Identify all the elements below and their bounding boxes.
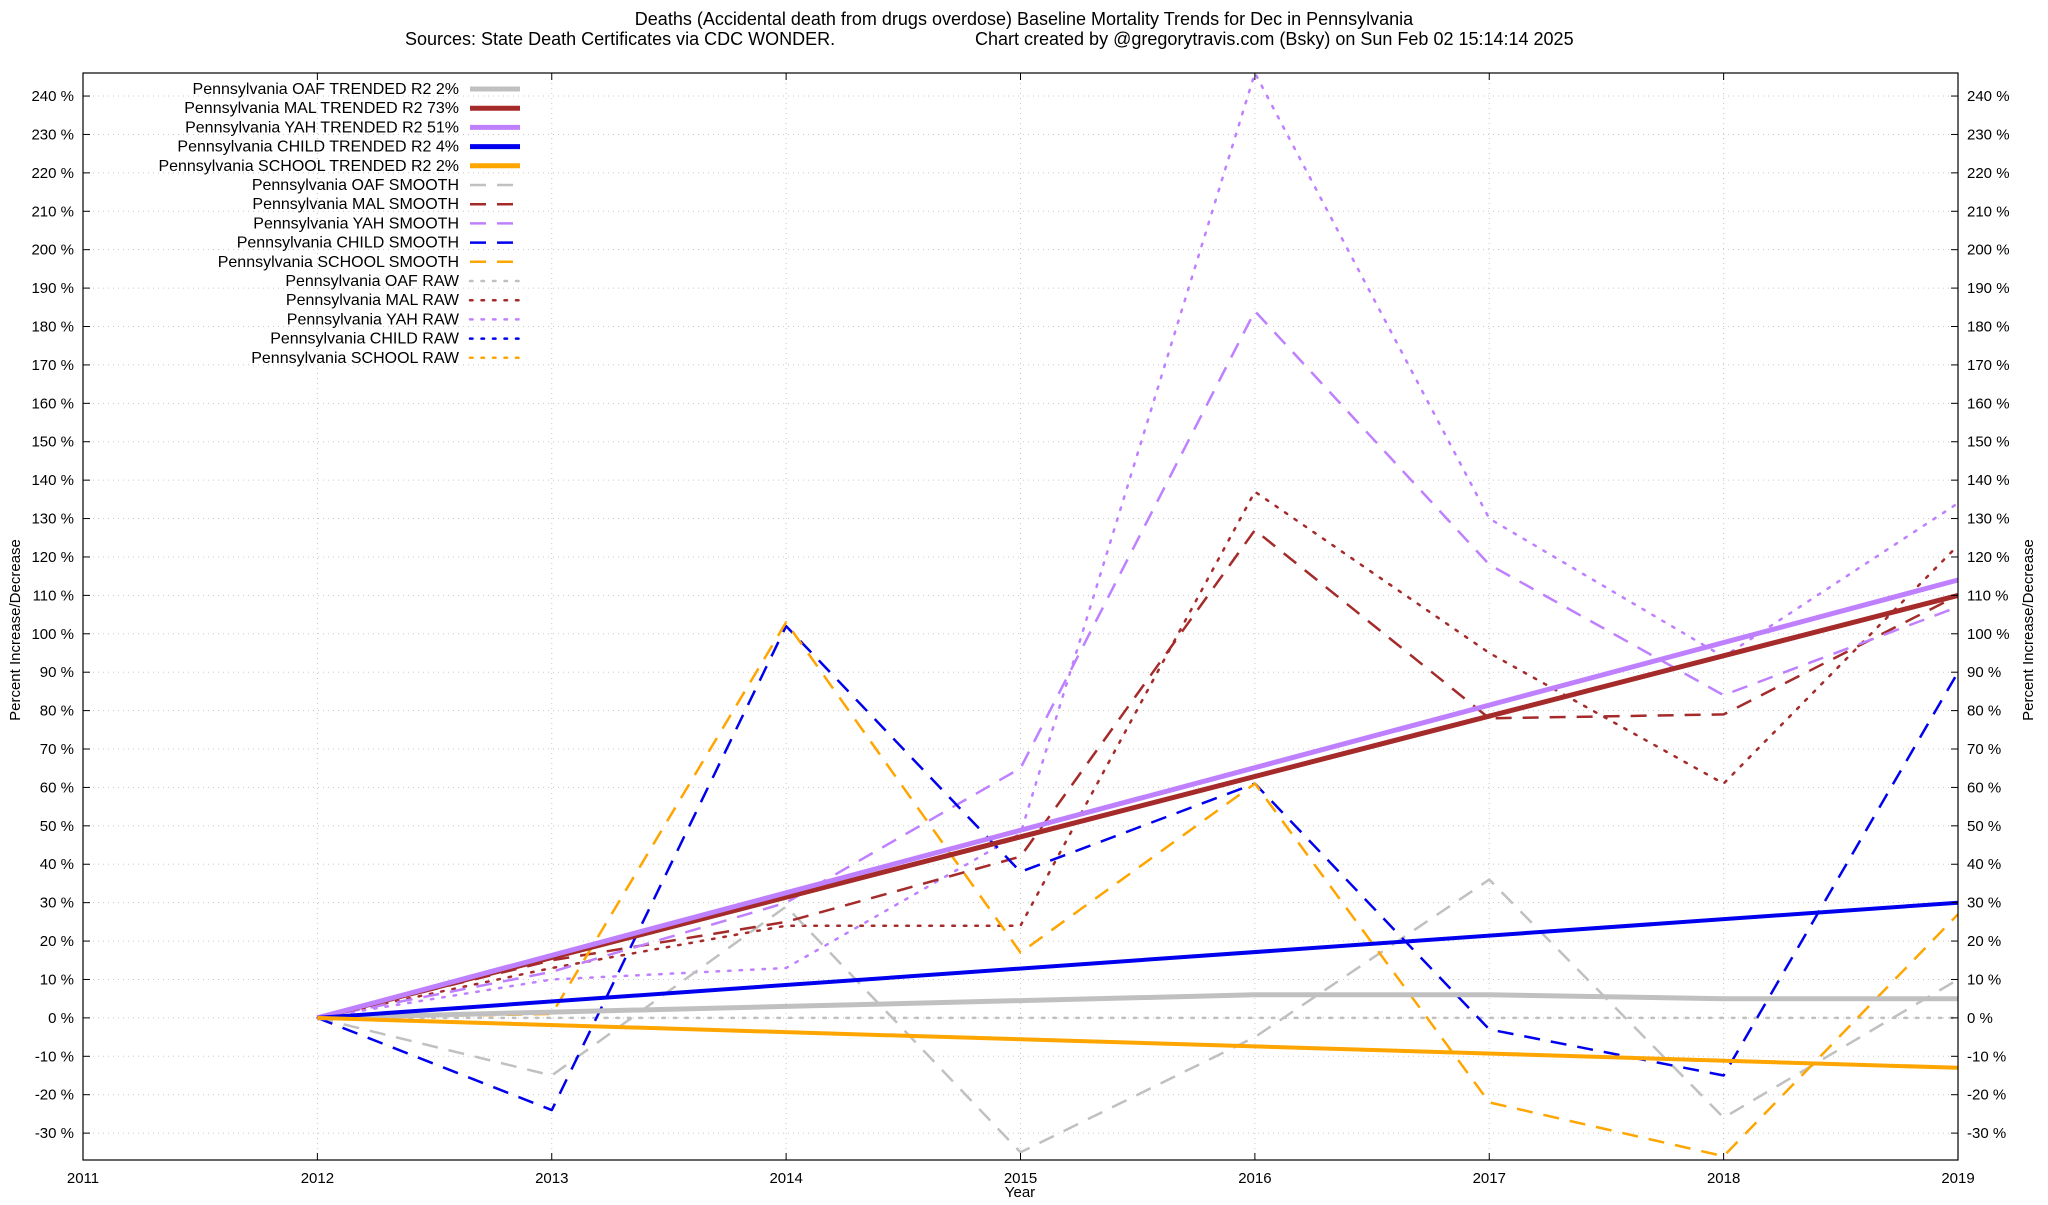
y-tick-label-right: 10 %	[1967, 971, 2001, 988]
legend-entry-label: Pennsylvania OAF TRENDED R2 2%	[193, 81, 459, 98]
y-tick-label-left: 240 %	[31, 88, 74, 105]
y-tick-label-left: 120 %	[31, 549, 74, 566]
chart-title: Deaths (Accidental death from drugs over…	[635, 9, 1414, 29]
y-tick-label-left: 20 %	[40, 933, 74, 950]
legend-entry-label: Pennsylvania MAL SMOOTH	[252, 196, 459, 213]
y-tick-label-right: 170 %	[1967, 357, 2010, 374]
series-line-11	[317, 492, 1958, 1018]
y-tick-label-right: 110 %	[1967, 587, 2008, 604]
y-axis-label-left: Percent Increase/Decrease	[7, 539, 24, 721]
y-tick-label-left: 80 %	[40, 703, 74, 720]
series-line-6	[317, 530, 1958, 1018]
y-tick-label-right: 140 %	[1967, 472, 2010, 489]
y-tick-label-right: 240 %	[1967, 88, 2010, 105]
y-tick-label-left: 70 %	[40, 741, 74, 758]
y-tick-label-left: 100 %	[31, 626, 74, 643]
y-tick-label-left: 140 %	[31, 472, 74, 489]
y-tick-label-left: 10 %	[40, 971, 74, 988]
y-tick-label-right: 200 %	[1967, 242, 2010, 259]
y-tick-label-right: 150 %	[1967, 434, 2010, 451]
y-tick-label-right: 120 %	[1967, 549, 2010, 566]
legend-entry-label: Pennsylvania MAL TRENDED R2 73%	[184, 100, 459, 117]
y-tick-label-left: 50 %	[40, 818, 74, 835]
x-tick-label: 2014	[769, 1170, 802, 1187]
series-line-0	[317, 995, 1958, 1018]
y-tick-label-left: -30 %	[35, 1125, 74, 1142]
x-tick-label: 2016	[1238, 1170, 1271, 1187]
y-tick-label-left: -20 %	[35, 1087, 74, 1104]
x-tick-label: 2012	[301, 1170, 334, 1187]
series-line-2	[317, 580, 1958, 1018]
y-tick-label-right: 80 %	[1967, 703, 2001, 720]
y-tick-label-left: 110 %	[33, 587, 74, 604]
y-tick-label-right: 180 %	[1967, 319, 2010, 336]
y-tick-label-right: 30 %	[1967, 895, 2001, 912]
x-tick-label: 2013	[535, 1170, 568, 1187]
x-tick-label: 2011	[67, 1170, 99, 1187]
series-line-9	[317, 622, 1958, 1156]
y-tick-label-right: 220 %	[1967, 165, 2010, 182]
y-tick-label-left: 190 %	[31, 280, 74, 297]
y-tick-label-left: 180 %	[31, 319, 74, 336]
x-tick-label: 2017	[1473, 1170, 1506, 1187]
legend-entry-label: Pennsylvania YAH RAW	[287, 311, 460, 328]
x-tick-label: 2018	[1707, 1170, 1740, 1187]
series-layer	[317, 73, 1958, 1156]
y-tick-label-right: 190 %	[1967, 280, 2010, 297]
legend-entry-label: Pennsylvania CHILD TRENDED R2 4%	[177, 139, 459, 156]
y-tick-label-left: 210 %	[31, 203, 74, 220]
y-tick-label-left: 0 %	[48, 1010, 74, 1027]
y-tick-label-right: 130 %	[1967, 511, 2010, 528]
y-tick-label-right: 160 %	[1967, 395, 2010, 412]
y-tick-label-right: 0 %	[1967, 1010, 1993, 1027]
y-tick-label-right: 90 %	[1967, 664, 2001, 681]
y-tick-label-left: 30 %	[40, 895, 74, 912]
y-tick-label-left: 230 %	[31, 126, 74, 143]
chart-subtitle-left: Sources: State Death Certificates via CD…	[405, 29, 835, 49]
y-tick-label-right: -10 %	[1967, 1048, 2006, 1065]
y-tick-label-right: -20 %	[1967, 1087, 2006, 1104]
legend-entry-label: Pennsylvania SCHOOL RAW	[251, 350, 460, 367]
y-tick-label-right: 20 %	[1967, 933, 2001, 950]
legend-entry-label: Pennsylvania YAH SMOOTH	[253, 215, 459, 232]
y-tick-label-left: 40 %	[40, 856, 74, 873]
legend-entry-label: Pennsylvania OAF SMOOTH	[252, 177, 459, 194]
legend: Pennsylvania OAF TRENDED R2 2% Pennsylvan…	[158, 81, 520, 367]
y-tick-label-left: 170 %	[31, 357, 74, 374]
series-line-12	[317, 73, 1958, 1018]
legend-entry-label: Pennsylvania YAH TRENDED R2 51%	[185, 119, 459, 136]
y-tick-label-right: 50 %	[1967, 818, 2001, 835]
legend-entry-label: Pennsylvania SCHOOL TRENDED R2 2%	[158, 158, 459, 175]
legend-entry-label: Pennsylvania SCHOOL SMOOTH	[218, 254, 459, 271]
y-axis-label-right: Percent Increase/Decrease	[2020, 539, 2037, 721]
y-tick-label-right: 210 %	[1967, 203, 2010, 220]
y-tick-label-left: 90 %	[40, 664, 74, 681]
series-line-7	[317, 311, 1958, 1018]
y-tick-label-right: 100 %	[1967, 626, 2010, 643]
chart-subtitle-right: Chart created by @gregorytravis.com (Bsk…	[975, 29, 1574, 49]
legend-entry-label: Pennsylvania CHILD SMOOTH	[237, 235, 459, 252]
y-tick-label-left: 60 %	[40, 779, 74, 796]
y-tick-label-right: 40 %	[1967, 856, 2001, 873]
y-tick-label-right: -30 %	[1967, 1125, 2006, 1142]
y-tick-label-left: 220 %	[31, 165, 74, 182]
y-tick-label-left: 200 %	[31, 242, 74, 259]
series-line-8	[317, 626, 1958, 1110]
x-axis-label: Year	[1005, 1184, 1035, 1200]
y-tick-label-left: 150 %	[31, 434, 74, 451]
legend-entry-label: Pennsylvania CHILD RAW	[270, 331, 460, 348]
x-tick-label: 2019	[1941, 1170, 1974, 1187]
y-tick-label-left: 130 %	[31, 511, 74, 528]
series-line-4	[317, 1018, 1958, 1068]
y-tick-label-right: 60 %	[1967, 779, 2001, 796]
y-tick-label-right: 230 %	[1967, 126, 2010, 143]
y-tick-label-left: 160 %	[31, 395, 74, 412]
legend-entry-label: Pennsylvania OAF RAW	[285, 273, 460, 290]
y-tick-label-right: 70 %	[1967, 741, 2001, 758]
legend-entry-label: Pennsylvania MAL RAW	[286, 292, 460, 309]
y-tick-label-left: -10 %	[35, 1048, 74, 1065]
